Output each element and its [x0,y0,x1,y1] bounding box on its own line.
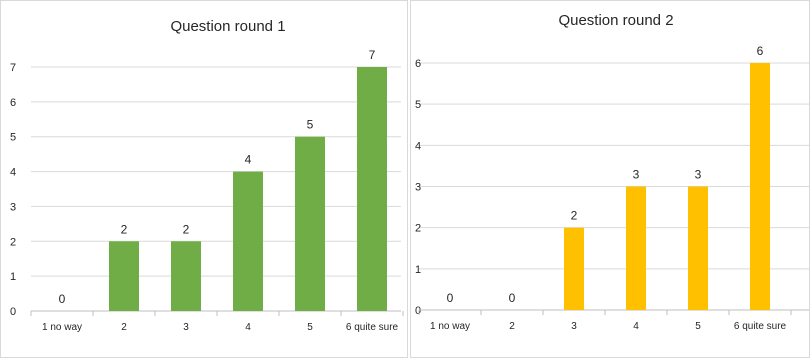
x-tick-label: 2 [509,321,515,332]
chart-panel-round-2: Question round 2 0 1 2 3 4 5 6 0 1 no way 0 2 2 3 3 4 3… [410,0,810,358]
y-tick-label: 7 [10,62,16,74]
bar [233,171,263,311]
data-label: 5 [307,118,314,132]
y-tick-label: 6 [415,58,421,70]
y-tick-label: 0 [10,306,16,318]
bar [171,241,201,311]
data-label: 3 [695,168,702,182]
y-tick-label: 1 [10,271,16,283]
data-label: 3 [633,168,640,182]
y-tick-label: 5 [10,132,16,144]
x-tick-label: 5 [307,322,313,333]
data-label: 0 [509,291,516,305]
x-tick-label: 3 [183,322,189,333]
x-tick-label: 4 [245,322,251,333]
y-tick-label: 3 [415,182,421,194]
y-tick-label: 4 [415,140,421,152]
bar [626,186,646,310]
y-tick-label: 2 [10,236,16,248]
y-tick-label: 3 [10,201,16,213]
data-label: 2 [571,209,578,223]
x-tick-label: 2 [121,322,127,333]
bar [688,186,708,310]
data-label: 7 [369,48,376,62]
y-tick-label: 4 [10,167,16,179]
x-tick-label: 1 no way [42,322,82,333]
chart-round-2-svg: Question round 2 0 1 2 3 4 5 6 0 1 no way 0 2 2 3 3 4 3… [415,12,809,332]
x-tick-label: 5 [695,321,701,332]
bar [357,67,387,311]
x-tick-label: 6 quite sure [346,322,399,333]
data-label: 0 [59,292,66,306]
bar [750,63,770,310]
chart-title: Question round 2 [558,12,673,29]
x-tick-label: 3 [571,321,577,332]
data-label: 4 [245,153,252,167]
chart-title: Question round 1 [170,18,285,35]
data-label: 2 [183,222,190,236]
y-tick-label: 1 [415,264,421,276]
x-tick-label: 1 no way [430,321,470,332]
bar [564,227,584,310]
y-tick-label: 0 [415,305,421,317]
x-tick-label: 4 [633,321,639,332]
chart-panel-round-1: Question round 1 0 1 2 3 4 5 6 7 0 1 no way 2 2 2 3 4 4… [0,0,408,358]
y-tick-label: 6 [10,97,16,109]
x-tick-label: 6 quite sure [734,321,787,332]
y-tick-label: 5 [415,99,421,111]
bar [109,241,139,311]
data-label: 6 [757,44,764,58]
data-label: 0 [447,291,454,305]
data-label: 2 [121,222,128,236]
y-tick-label: 2 [415,223,421,235]
bar [295,136,325,311]
chart-round-1-svg: Question round 1 0 1 2 3 4 5 6 7 0 1 no way 2 2 2 3 4 4… [10,18,404,333]
